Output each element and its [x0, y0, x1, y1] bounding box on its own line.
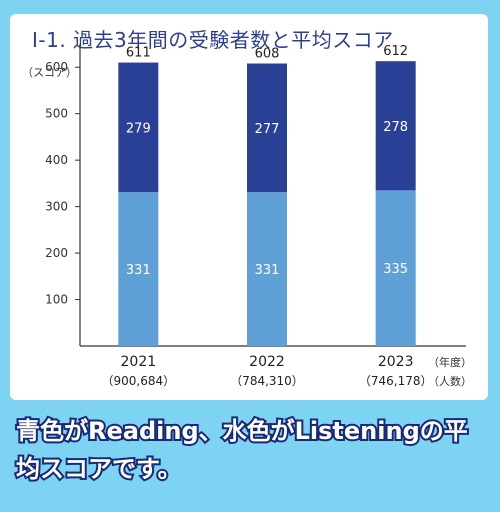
chart-title: Ⅰ-1. 過去3年間の受験者数と平均スコア	[32, 28, 394, 52]
chart-card: Ⅰ-1. 過去3年間の受験者数と平均スコア （スコア） 100 200 300 400 5…	[10, 14, 488, 400]
y-tick-label: 100	[45, 293, 68, 307]
examinee-count-label: （900,684）	[102, 374, 176, 388]
bar-total-label: 612	[383, 44, 408, 59]
examinee-count-label: （784,310）	[230, 374, 304, 388]
y-tick-label: 300	[45, 200, 68, 214]
bar-value-label: 331	[126, 263, 151, 278]
y-tick-label: 600	[45, 60, 68, 74]
count-unit-label: （人数）	[428, 375, 472, 388]
bar-value-label: 277	[255, 122, 280, 137]
y-unit-label: （スコア）	[22, 66, 77, 79]
bar-total-label: 611	[126, 46, 151, 61]
bar-total-label: 608	[255, 47, 280, 62]
bar-segment	[375, 190, 416, 346]
bar-segment	[247, 192, 287, 346]
x-unit-label: （年度）	[428, 355, 472, 369]
bar-segment	[375, 61, 416, 191]
bar-segment	[118, 192, 159, 346]
bar-value-label: 335	[383, 262, 408, 277]
x-tick-label: 2022	[249, 354, 285, 370]
y-tick-label: 200	[45, 246, 68, 260]
bar-value-label: 279	[126, 121, 151, 136]
x-tick-label: 2021	[121, 354, 157, 370]
caption-text: 青色がReading、水色がListeningの平均スコアです。	[14, 415, 470, 485]
y-tick-label: 400	[45, 153, 68, 167]
bar-value-label: 331	[255, 263, 280, 278]
x-tick-label: 2023	[378, 354, 414, 370]
y-tick-label: 500	[45, 107, 68, 121]
bar-segment	[118, 62, 159, 193]
bar-value-label: 278	[383, 120, 408, 135]
examinee-count-label: （746,178）	[359, 374, 433, 388]
bar-segment	[247, 63, 287, 193]
stacked-bar-chart: （スコア） 100 200 300 400 500 600 331 279 611 2021 （900…	[22, 44, 472, 388]
